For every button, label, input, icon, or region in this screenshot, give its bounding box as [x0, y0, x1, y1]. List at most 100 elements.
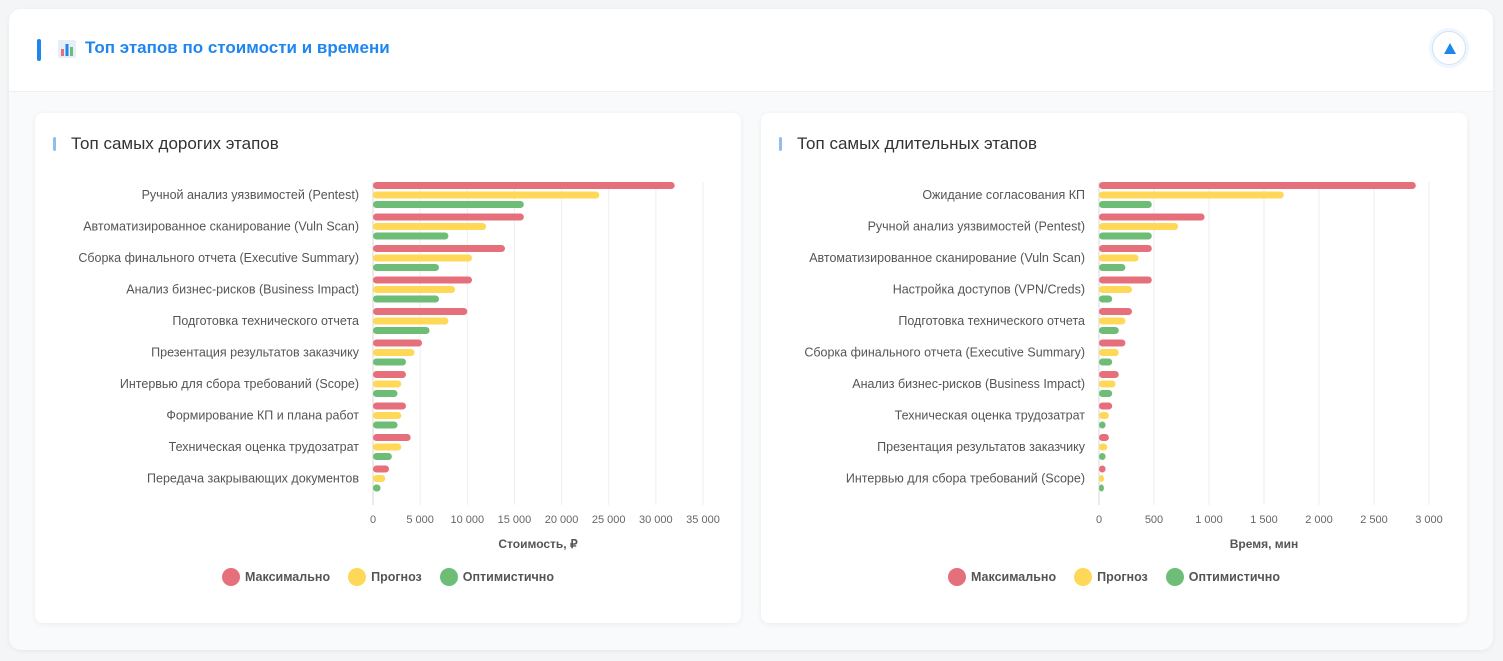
bar-forecast[interactable]: [373, 286, 456, 293]
bar-max[interactable]: [1099, 402, 1113, 410]
bar-optimistic[interactable]: [1099, 264, 1126, 271]
bar-max[interactable]: [373, 371, 406, 378]
bar-forecast[interactable]: [373, 443, 402, 451]
bar-optimistic[interactable]: [373, 295, 439, 303]
bar-forecast[interactable]: [1099, 317, 1126, 325]
bar-max[interactable]: [373, 402, 406, 410]
bar-optimistic[interactable]: [1099, 453, 1106, 460]
bar-max[interactable]: [373, 434, 411, 441]
x-tick-label: 20 000: [545, 514, 579, 526]
bar-chart-icon: [58, 40, 76, 58]
legend-item-forecast[interactable]: Прогноз: [348, 568, 422, 586]
bar-max[interactable]: [1099, 308, 1132, 315]
bar-optimistic[interactable]: [1099, 232, 1152, 240]
x-tick-label: 25 000: [592, 514, 626, 526]
x-tick-label: 3 000: [1415, 514, 1443, 526]
legend-dot-optimistic: [439, 568, 458, 586]
bar-forecast[interactable]: [1099, 286, 1132, 293]
bar-max[interactable]: [373, 245, 505, 252]
bar-optimistic[interactable]: [373, 327, 430, 334]
bar-forecast[interactable]: [1099, 380, 1116, 388]
bar-max[interactable]: [1099, 213, 1205, 221]
legend-label-forecast: Прогноз: [371, 570, 422, 584]
bar-optimistic[interactable]: [373, 421, 398, 429]
legend-dot-max: [947, 568, 966, 586]
bar-max[interactable]: [1099, 182, 1416, 189]
bar-optimistic[interactable]: [1099, 201, 1152, 208]
bar-forecast[interactable]: [373, 317, 449, 325]
bar-forecast[interactable]: [1099, 475, 1104, 482]
legend-longest: Максимально Прогноз Оптимистично: [761, 566, 1467, 588]
legend-label-optimistic: Оптимистично: [1188, 570, 1280, 584]
bar-optimistic[interactable]: [373, 264, 439, 271]
bar-max[interactable]: [373, 465, 390, 473]
bar-forecast[interactable]: [373, 191, 600, 199]
card-top-longest: Топ самых длительных этапов 0 500 1 000 1 5…: [761, 113, 1467, 623]
bar-optimistic[interactable]: [373, 484, 381, 492]
x-axis-title: Время, мин: [1230, 537, 1299, 551]
bar-max[interactable]: [373, 276, 472, 284]
bar-optimistic[interactable]: [1099, 390, 1113, 397]
x-tick-label: 2 500: [1360, 514, 1388, 526]
legend-item-max[interactable]: Максимально: [221, 568, 331, 586]
bar-optimistic[interactable]: [373, 232, 449, 240]
bar-forecast[interactable]: [1099, 443, 1108, 451]
bar-max[interactable]: [1099, 245, 1152, 252]
bar-optimistic[interactable]: [1099, 327, 1119, 334]
legend-item-max[interactable]: Максимально: [947, 568, 1057, 586]
bar-forecast[interactable]: [1099, 349, 1119, 356]
bar-max[interactable]: [1099, 434, 1109, 441]
legend-item-optimistic[interactable]: Оптимистично: [1165, 568, 1280, 586]
bar-forecast[interactable]: [1099, 223, 1179, 230]
bar-forecast[interactable]: [1099, 254, 1139, 262]
collapse-button[interactable]: [1432, 31, 1466, 65]
bar-forecast[interactable]: [373, 475, 386, 482]
legend-label-optimistic: Оптимистично: [462, 570, 554, 584]
card-title-longest: Топ самых длительных этапов: [797, 134, 1037, 153]
category-label: Анализ бизнес-рисков (Business Impact): [852, 377, 1085, 391]
x-tick-label: 0: [370, 514, 376, 526]
bar-forecast[interactable]: [1099, 191, 1284, 199]
bar-optimistic[interactable]: [1099, 484, 1104, 492]
bar-max[interactable]: [1099, 339, 1126, 347]
legend-label-max: Максимально: [970, 570, 1057, 584]
bar-forecast[interactable]: [373, 349, 415, 356]
chart-longest: 0 500 1 000 1 500 2 000 2 500 3 000 Время, мин О…: [804, 182, 1443, 551]
legend-dot-max: [221, 568, 240, 586]
bar-optimistic[interactable]: [373, 358, 406, 366]
x-tick-label: 1 500: [1250, 514, 1278, 526]
legend-item-forecast[interactable]: Прогноз: [1074, 568, 1148, 586]
bar-max[interactable]: [373, 213, 524, 221]
bar-max[interactable]: [1099, 371, 1119, 378]
category-label: Передача закрывающих документов: [147, 472, 359, 486]
bar-max[interactable]: [1099, 465, 1106, 473]
category-label: Формирование КП и плана работ: [166, 409, 359, 423]
x-tick-label: 30 000: [639, 514, 673, 526]
legend-label-max: Максимально: [244, 570, 331, 584]
category-label: Настройка доступов (VPN/Creds): [893, 283, 1085, 297]
legend-dot-forecast: [348, 568, 367, 586]
bar-forecast[interactable]: [1099, 412, 1109, 419]
legend-expensive: Максимально Прогноз Оптимистично: [35, 566, 741, 588]
bar-forecast[interactable]: [373, 223, 487, 230]
bar-optimistic[interactable]: [373, 390, 398, 397]
panel-title: Топ этапов по стоимости и времени: [85, 38, 390, 57]
category-label: Презентация результатов заказчику: [151, 346, 360, 360]
bar-max[interactable]: [373, 182, 675, 189]
card-accent-bar: [779, 137, 782, 151]
bar-optimistic[interactable]: [373, 453, 392, 460]
bar-forecast[interactable]: [373, 380, 402, 388]
bar-max[interactable]: [373, 308, 468, 315]
bar-optimistic[interactable]: [1099, 421, 1106, 429]
bar-optimistic[interactable]: [373, 201, 524, 208]
chevron-up-icon: [1444, 43, 1456, 54]
header-accent-bar: [37, 39, 41, 61]
legend-item-optimistic[interactable]: Оптимистично: [439, 568, 554, 586]
bar-optimistic[interactable]: [1099, 358, 1113, 366]
bar-forecast[interactable]: [373, 412, 402, 419]
bar-max[interactable]: [1099, 276, 1152, 284]
category-label: Презентация результатов заказчику: [877, 440, 1086, 454]
bar-forecast[interactable]: [373, 254, 472, 262]
bar-optimistic[interactable]: [1099, 295, 1113, 303]
bar-max[interactable]: [373, 339, 423, 347]
